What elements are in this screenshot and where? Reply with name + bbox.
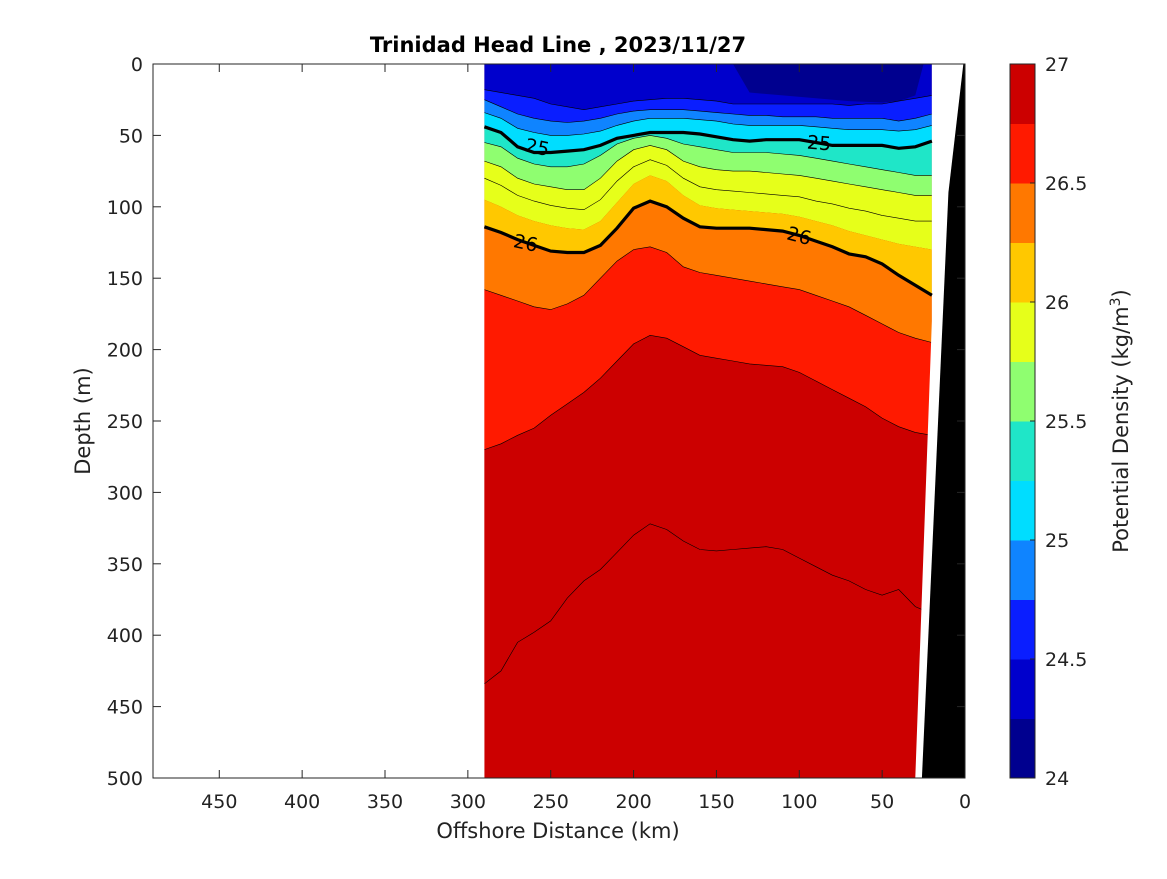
colorbar-label-main: Potential Density (kg/m: [1109, 306, 1133, 552]
colorbar-swatch: [1010, 242, 1035, 303]
x-tick-label: 0: [959, 791, 971, 813]
x-tick-label: 50: [870, 791, 894, 813]
x-tick-label: 350: [367, 791, 403, 813]
colorbar-tick-label: 24.5: [1045, 649, 1087, 671]
y-tick-label: 250: [107, 411, 143, 433]
thin-contour-line: [484, 112, 932, 136]
x-tick-label: 400: [284, 791, 320, 813]
x-tick-label: 250: [533, 791, 569, 813]
colorbar-tick-label: 27: [1045, 54, 1069, 76]
y-tick-label: 200: [107, 340, 143, 362]
bold-contours: [483, 125, 933, 297]
thin-contour-line: [484, 334, 932, 450]
contour-label: 25: [806, 132, 832, 156]
y-tick-label: 450: [107, 697, 143, 719]
density-band-surface-min: [733, 64, 924, 103]
density-band-5: [484, 135, 932, 196]
colorbar-ticks: 24 24.5 25 25.5 26 26.5 27: [1030, 54, 1087, 790]
colorbar-swatch: [1010, 361, 1035, 422]
y-tick-label: 0: [131, 54, 143, 76]
bold-contour-26: [483, 199, 933, 297]
colorbar-swatches: [1010, 64, 1035, 779]
colorbar-swatch: [1010, 718, 1035, 779]
y-tick-label: 300: [107, 482, 143, 504]
colorbar-tick-label: 25: [1045, 530, 1069, 552]
y-tick-label: 50: [119, 125, 143, 147]
chart-title: Trinidad Head Line , 2023/11/27: [370, 33, 746, 57]
x-tick-label: 100: [781, 791, 817, 813]
colorbar-swatch: [1010, 599, 1035, 660]
density-band-2: [484, 99, 932, 136]
x-tick-label: 200: [615, 791, 651, 813]
density-band-11: [484, 335, 932, 684]
colorbar-tick-label: 26.5: [1045, 173, 1087, 195]
y-axis-ticks: 0 50 100 150 200 250 300 350 400 450 500: [107, 54, 965, 790]
y-axis-label: Depth (m): [71, 367, 95, 474]
colorbar-swatch: [1010, 659, 1035, 719]
thin-contour-line: [484, 246, 932, 343]
y-tick-label: 350: [107, 554, 143, 576]
density-bands: [484, 64, 932, 778]
colorbar-swatch: [1010, 540, 1035, 600]
y-tick-label: 400: [107, 625, 143, 647]
x-tick-label: 150: [698, 791, 734, 813]
thin-contour-line: [484, 523, 933, 685]
colorbar-swatch: [1010, 480, 1035, 541]
colorbar-swatch: [1010, 123, 1035, 184]
colorbar-tick-label: 24: [1045, 768, 1069, 790]
density-band-1: [484, 89, 932, 123]
colorbar-label-superscript: 3: [1108, 297, 1124, 306]
x-tick-label: 300: [450, 791, 486, 813]
contour-label: 25: [523, 135, 551, 162]
thin-contour-line: [484, 145, 932, 196]
colorbar-label: Potential Density (kg/m3): [1108, 289, 1133, 553]
y-tick-label: 150: [107, 268, 143, 290]
x-axis-label: Offshore Distance (km): [436, 819, 679, 843]
colorbar-tick-label: 25.5: [1045, 411, 1087, 433]
colorbar-swatch: [1010, 64, 1035, 124]
y-tick-label: 500: [107, 768, 143, 790]
density-band-7: [484, 159, 932, 250]
colorbar-swatch: [1010, 421, 1035, 481]
x-tick-label: 450: [201, 791, 237, 813]
contour-label: 26: [512, 230, 540, 257]
bold-contour-25: [483, 125, 933, 155]
density-band-10: [484, 246, 932, 450]
mask-layer: [915, 64, 965, 778]
colorbar-label-end: ): [1109, 289, 1133, 297]
density-band-8: [484, 175, 932, 296]
x-axis-ticks: 450 400 350 300 250 200 150 100 50 0: [201, 64, 971, 813]
thin-contours: [484, 89, 933, 685]
thin-contour-line: [484, 135, 932, 176]
thin-contour-line: [484, 99, 932, 123]
thin-contour-line: [484, 159, 932, 222]
seafloor-wedge: [921, 64, 965, 778]
colorbar-swatch: [1010, 183, 1035, 243]
y-tick-label: 100: [107, 197, 143, 219]
density-band-9: [484, 201, 932, 343]
colorbar-swatch: [1010, 302, 1035, 362]
colorbar: 24 24.5 25 25.5 26 26.5 27: [1009, 54, 1087, 790]
colorbar-tick-label: 26: [1045, 292, 1069, 314]
thin-contour-line: [484, 89, 932, 111]
